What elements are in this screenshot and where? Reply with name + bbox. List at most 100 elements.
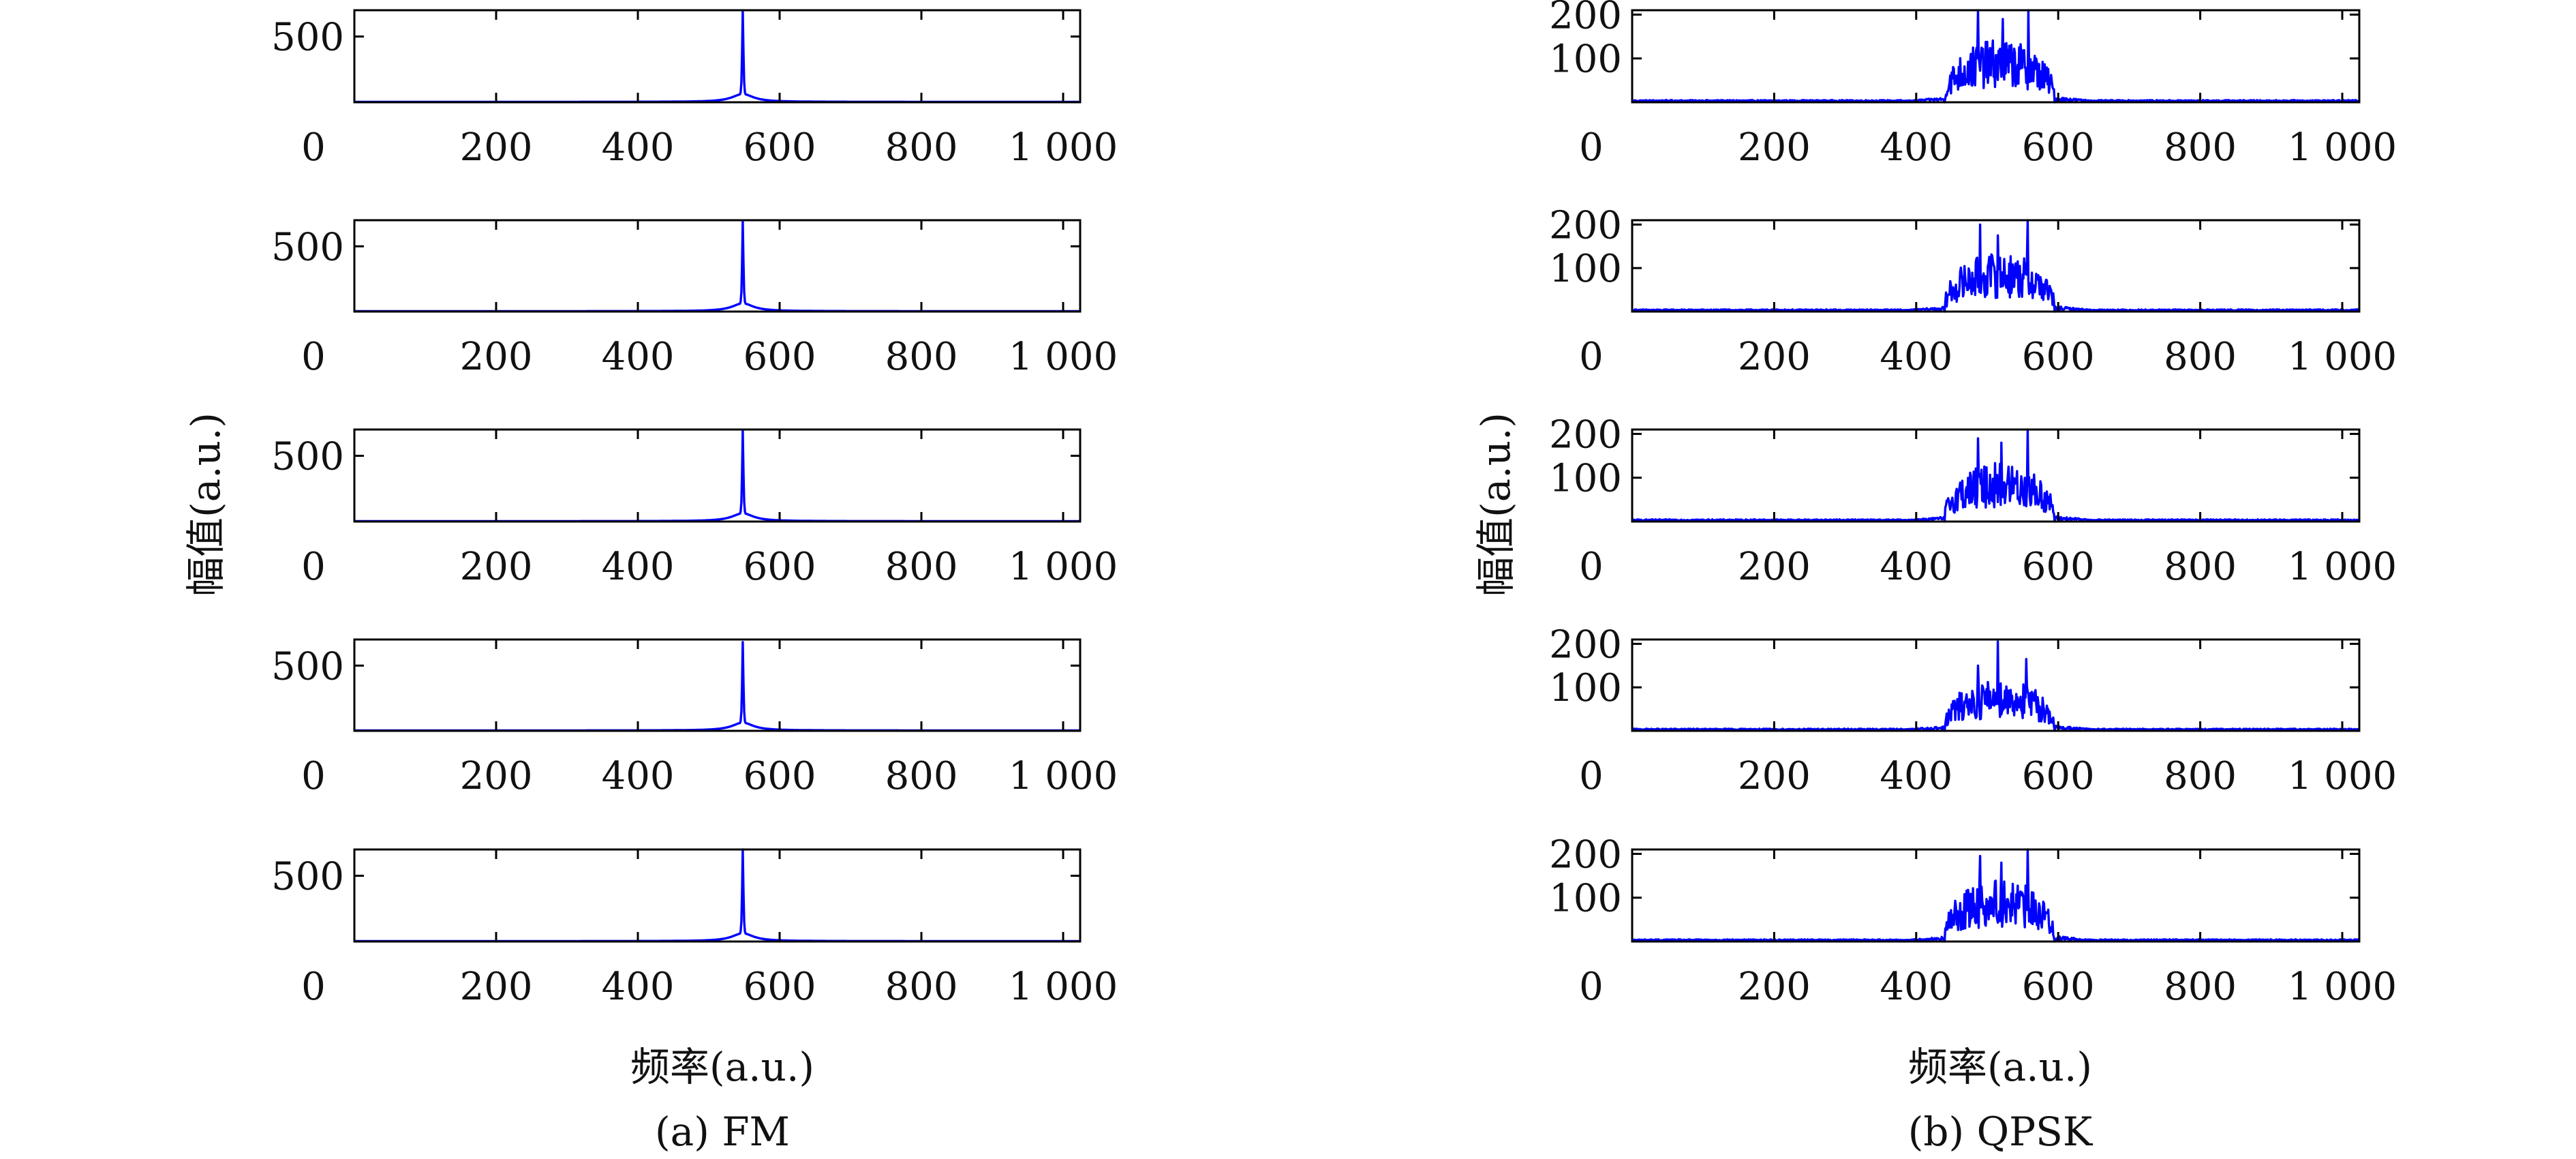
left-y-axis-title: 幅值(a.u.) <box>183 412 229 597</box>
y-tick-label: 500 <box>271 16 344 60</box>
x-tick-label: 400 <box>602 335 675 379</box>
x-tick-label: 0 <box>1579 125 1604 170</box>
fm-subplot-4: 0 200 400 600 800 1 000 500 <box>271 638 1118 798</box>
spectrum-line <box>354 848 1080 943</box>
y-tick-label: 100 <box>1549 37 1622 82</box>
spectrum-line <box>1631 219 2360 313</box>
fm-subplot-5: 0 200 400 600 800 1 000 500 <box>271 848 1118 1009</box>
x-tick-label: 200 <box>460 125 533 170</box>
plot-frame <box>1631 219 2361 313</box>
x-tick-label: 200 <box>460 965 533 1009</box>
spectrum-line <box>354 220 1080 313</box>
x-tick-label: 200 <box>460 545 533 589</box>
x-tick-label: 400 <box>1880 125 1952 170</box>
spectrum-line <box>1631 848 2359 943</box>
spectrum-line <box>354 430 1080 523</box>
x-tick-label: 800 <box>885 754 958 798</box>
fm-subplot-3: 0 200 400 600 800 1 000 500 <box>271 428 1118 589</box>
x-tick-label: 200 <box>1738 125 1811 170</box>
x-tick-label: 1 000 <box>1009 754 1118 798</box>
spectrum-line <box>1632 640 2359 732</box>
spectrum-line <box>1632 428 2359 523</box>
x-tick-label: 200 <box>1738 545 1811 589</box>
x-tick-label: 1 000 <box>2288 965 2397 1009</box>
plot-frame <box>1631 638 2361 732</box>
x-tick-label: 800 <box>2164 754 2237 798</box>
plot-frame <box>1631 848 2361 943</box>
x-tick-label: 1 000 <box>2288 125 2397 170</box>
x-tick-label: 1 000 <box>1009 545 1118 589</box>
y-tick-label: 200 <box>1549 203 1622 247</box>
x-tick-label: 0 <box>1579 965 1604 1009</box>
y-tick-label: 500 <box>271 855 344 899</box>
x-tick-label: 600 <box>2022 545 2095 589</box>
x-tick-label: 800 <box>2164 125 2237 170</box>
x-tick-label: 0 <box>1579 754 1604 798</box>
y-tick-label: 200 <box>1549 0 1622 37</box>
right-panel-caption: (b) QPSK <box>1908 1109 2094 1155</box>
x-tick-label: 600 <box>2022 754 2095 798</box>
x-tick-label: 200 <box>1738 335 1811 379</box>
x-tick-label: 1 000 <box>1009 125 1118 170</box>
x-tick-label: 400 <box>602 965 675 1009</box>
x-tick-label: 800 <box>2164 545 2237 589</box>
y-tick-label: 500 <box>271 644 344 689</box>
x-tick-label: 600 <box>743 545 816 589</box>
x-tick-label: 0 <box>301 754 326 798</box>
x-tick-label: 800 <box>2164 335 2237 379</box>
x-tick-label: 400 <box>602 754 675 798</box>
x-tick-label: 400 <box>1880 965 1952 1009</box>
x-tick-label: 1 000 <box>1009 965 1118 1009</box>
plot-frame <box>353 638 1082 732</box>
x-tick-label: 800 <box>885 335 958 379</box>
x-tick-label: 800 <box>885 125 958 170</box>
x-tick-label: 0 <box>301 125 326 170</box>
y-tick-label: 200 <box>1549 412 1622 457</box>
x-tick-label: 800 <box>885 545 958 589</box>
plot-frame <box>1631 428 2361 523</box>
x-tick-label: 0 <box>301 335 326 379</box>
x-tick-label: 400 <box>1880 754 1952 798</box>
x-tick-label: 600 <box>2022 125 2095 170</box>
fm-subplot-2: 0 200 400 600 800 1 000 500 <box>271 219 1118 379</box>
subplot-grid: 0 200 400 600 800 1 000 500 0 200 400 600 800 1 000 5… <box>271 0 2397 1009</box>
x-tick-label: 600 <box>743 965 816 1009</box>
plot-frame <box>353 9 1082 104</box>
x-tick-label: 1 000 <box>2288 754 2397 798</box>
x-tick-label: 0 <box>1579 335 1604 379</box>
right-x-axis-title: 频率(a.u.) <box>1908 1044 2092 1090</box>
x-tick-label: 400 <box>1880 545 1952 589</box>
x-tick-label: 0 <box>301 965 326 1009</box>
x-tick-label: 1 000 <box>2288 335 2397 379</box>
x-tick-label: 200 <box>1738 754 1811 798</box>
left-x-axis-title: 频率(a.u.) <box>630 1044 814 1090</box>
plot-frame <box>353 848 1082 943</box>
x-tick-label: 0 <box>1579 545 1604 589</box>
y-tick-label: 500 <box>271 225 344 269</box>
x-tick-label: 0 <box>301 545 326 589</box>
y-tick-label: 200 <box>1549 832 1622 877</box>
x-tick-label: 1 000 <box>2288 545 2397 589</box>
y-tick-label: 100 <box>1549 457 1622 501</box>
y-tick-label: 100 <box>1549 877 1622 921</box>
x-tick-label: 1 000 <box>1009 335 1118 379</box>
x-tick-label: 800 <box>2164 965 2237 1009</box>
y-tick-label: 200 <box>1549 622 1622 667</box>
x-tick-label: 400 <box>1880 335 1952 379</box>
x-tick-label: 400 <box>602 545 675 589</box>
x-tick-label: 200 <box>460 754 533 798</box>
plot-frame <box>353 219 1082 313</box>
left-panel-caption: (a) FM <box>655 1109 790 1155</box>
fm-subplot-1: 0 200 400 600 800 1 000 500 <box>271 9 1118 170</box>
y-tick-label: 100 <box>1549 247 1622 291</box>
x-tick-label: 600 <box>2022 965 2095 1009</box>
x-tick-label: 600 <box>2022 335 2095 379</box>
y-tick-label: 100 <box>1549 666 1622 710</box>
x-tick-label: 600 <box>743 335 816 379</box>
spectrum-line <box>1631 9 2359 104</box>
